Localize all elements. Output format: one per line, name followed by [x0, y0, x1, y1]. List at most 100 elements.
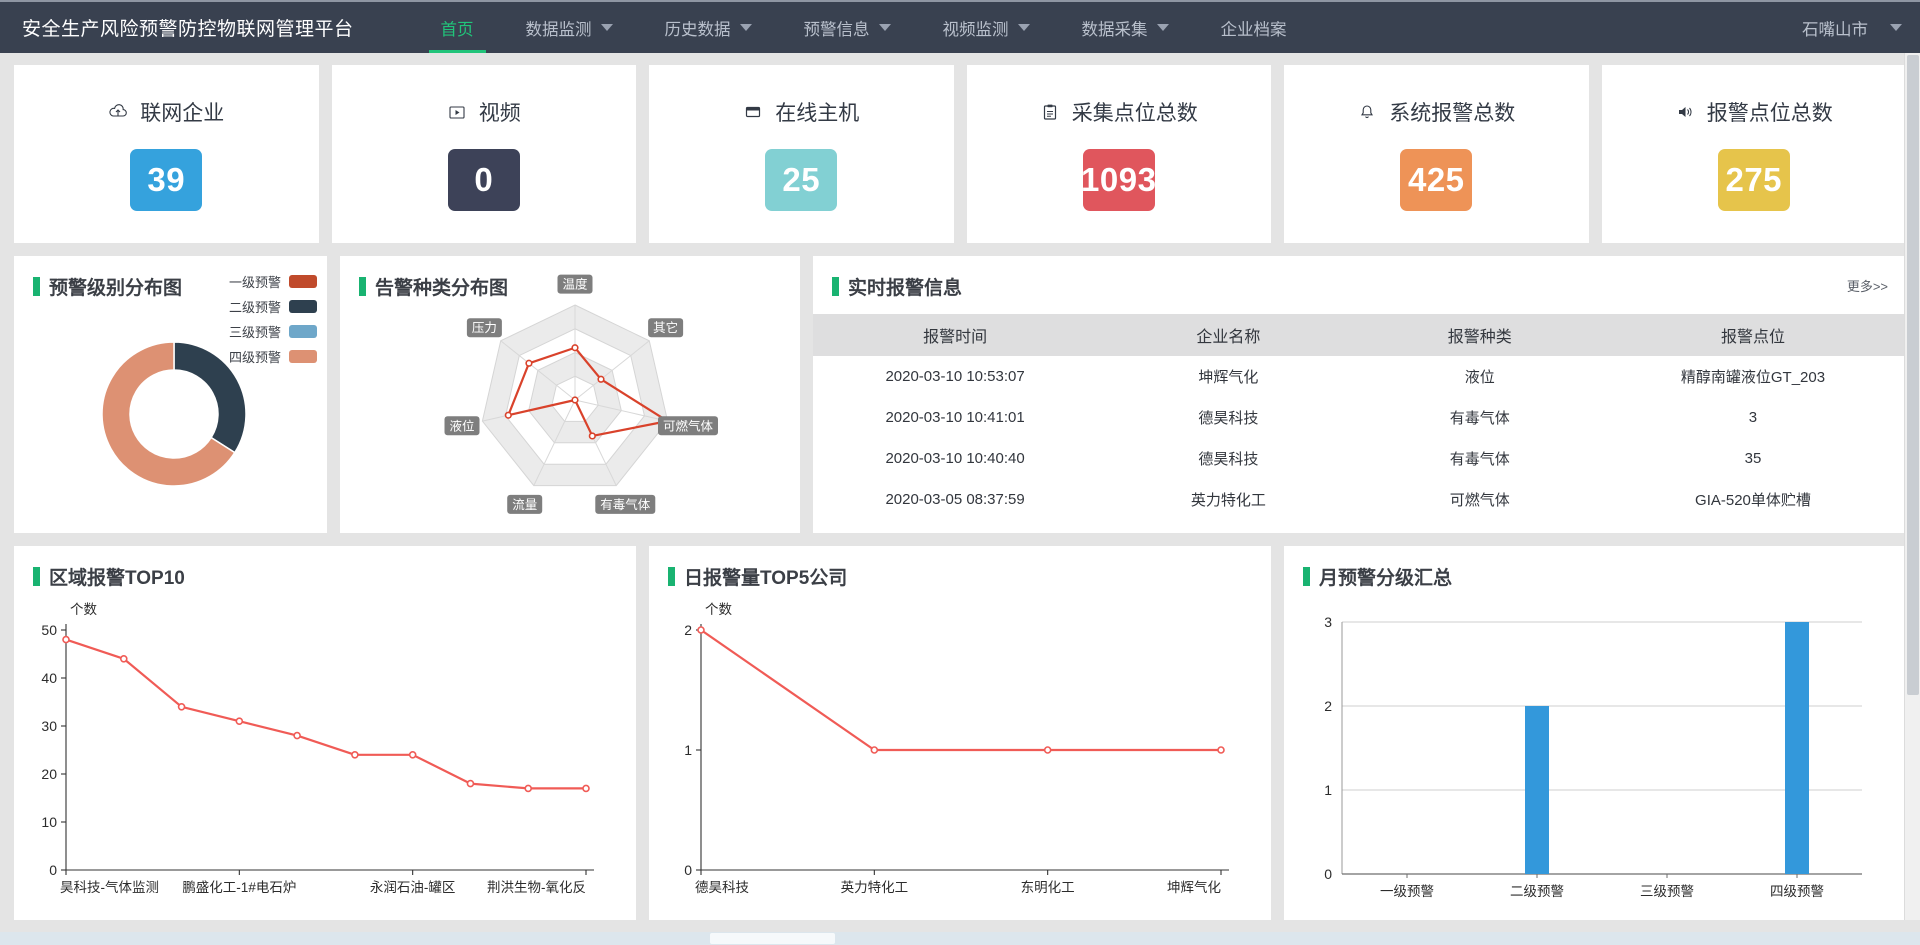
panel-title: 实时报警信息	[813, 256, 1906, 300]
svg-text:20: 20	[41, 766, 57, 782]
mid-panel-row: 预警级别分布图 一级预警 二级预警 三级预警 四级预警	[14, 256, 1906, 533]
kpi-value: 39	[130, 149, 203, 211]
svg-text:2: 2	[684, 622, 692, 638]
svg-text:温度: 温度	[562, 277, 588, 292]
svg-text:昊科技-气体监测: 昊科技-气体监测	[60, 880, 159, 895]
kpi-card-alarm-points-total[interactable]: 报警点位总数 275	[1601, 65, 1906, 243]
legend-swatch	[289, 325, 317, 338]
legend-item[interactable]: 三级预警	[229, 322, 317, 341]
chevron-down-icon	[1890, 24, 1902, 31]
panel-region-alarm-top10: 区域报警TOP10 0 10 20 30 40 50 个数 昊科技-气体监测 鹏盛化工-1#电石…	[14, 546, 636, 924]
title-accent-bar	[668, 567, 675, 586]
nav-item-label: 数据采集	[1081, 20, 1148, 39]
donut-legend: 一级预警 二级预警 三级预警 四级预警	[229, 272, 317, 366]
vertical-scrollbar[interactable]: ▲ ▼	[1904, 53, 1920, 933]
panel-title: 日报警量TOP5公司	[649, 546, 1271, 590]
nav-item-label: 预警信息	[803, 20, 870, 39]
cell-enterprise: 德昊科技	[1198, 410, 1259, 427]
kpi-card-video[interactable]: 视频 0	[331, 65, 636, 243]
cell-enterprise: 英力特化工	[1190, 492, 1266, 509]
donut-chart[interactable]	[94, 334, 254, 499]
chevron-down-icon	[878, 24, 891, 31]
kpi-card-online-hosts[interactable]: 在线主机 25	[649, 65, 954, 243]
bell-icon	[1357, 102, 1377, 122]
nav-item-home[interactable]: 首页	[428, 2, 486, 53]
table-row[interactable]: 2020-03-10 10:40:40 德昊科技 有毒气体 35	[813, 438, 1906, 479]
cell-alarm-type: 有毒气体	[1449, 410, 1510, 427]
svg-text:50: 50	[41, 622, 57, 638]
legend-label: 三级预警	[228, 325, 281, 340]
svg-text:其它: 其它	[653, 320, 678, 335]
svg-text:三级预警: 三级预警	[1640, 884, 1694, 899]
legend-label: 二级预警	[228, 300, 281, 315]
panel-alarm-type-distribution: 告警种类分布图 温度 其它 可燃气体 有毒气体 流量 液位 压力	[340, 256, 800, 533]
svg-text:40: 40	[41, 670, 57, 686]
vertical-scrollbar-thumb[interactable]	[1907, 55, 1919, 695]
nav-item-label: 视频监测	[942, 20, 1009, 39]
svg-text:四级预警: 四级预警	[1770, 884, 1824, 899]
region-top10-line-chart[interactable]: 0 10 20 30 40 50 个数 昊科技-气体监测 鹏盛化工-1#电石炉 永润石油-罐区 荆洪…	[14, 592, 636, 922]
horizontal-scrollbar-thumb[interactable]	[710, 933, 835, 944]
kpi-header: 采集点位总数	[1040, 97, 1198, 127]
radar-chart[interactable]: 温度 其它 可燃气体 有毒气体 流量 液位 压力	[425, 268, 725, 538]
nav-item-label: 数据监测	[525, 20, 592, 39]
top-navbar: 安全生产风险预警防控物联网管理平台 首页 数据监测 历史数据 预警信息 视频监测…	[0, 0, 1920, 53]
cell-alarm-point: GIA-520单体贮槽	[1695, 492, 1811, 509]
svg-text:坤辉气化: 坤辉气化	[1167, 880, 1221, 895]
table-header-row: 报警时间 企业名称 报警种类 报警点位	[813, 314, 1906, 356]
daily-top5-line-chart[interactable]: 0 1 2 个数 德昊科技 英力特化工 东明化工 坤辉气化	[649, 592, 1271, 922]
panel-title-text: 月预警分级汇总	[1319, 568, 1453, 589]
legend-label: 四级预警	[228, 350, 281, 365]
table-row[interactable]: 2020-03-05 08:37:59 英力特化工 可燃气体 GIA-520单体…	[813, 479, 1906, 520]
title-accent-bar	[33, 567, 40, 586]
kpi-card-connected-enterprises[interactable]: 联网企业 39	[14, 65, 319, 243]
cell-enterprise: 德昊科技	[1198, 451, 1259, 468]
region-selector[interactable]: 石嘴山市	[1802, 2, 1902, 53]
svg-text:德昊科技: 德昊科技	[695, 880, 749, 895]
svg-text:0: 0	[1324, 866, 1332, 882]
panel-monthly-alarm-level-summary: 月预警分级汇总 0 1 2 3 一级预警 二级预警 三级预警 四级预警	[1284, 546, 1906, 924]
more-link[interactable]: 更多>>	[1846, 279, 1888, 294]
table-row[interactable]: 2020-03-10 10:53:07 坤辉气化 液位 精醇南罐液位GT_203	[813, 356, 1906, 397]
nav-item-data-monitor[interactable]: 数据监测	[514, 2, 625, 53]
column-header-alarm-point: 报警点位	[1599, 314, 1906, 356]
nav-item-enterprise-archive[interactable]: 企业档案	[1209, 2, 1299, 53]
kpi-header: 报警点位总数	[1675, 97, 1833, 127]
chevron-down-icon	[1156, 24, 1169, 31]
bottom-strip	[0, 920, 1920, 932]
nav-item-data-collection[interactable]: 数据采集	[1070, 2, 1181, 53]
panel-title-text: 日报警量TOP5公司	[684, 568, 848, 589]
svg-text:一级预警: 一级预警	[1380, 884, 1434, 899]
title-accent-bar	[832, 277, 839, 296]
panel-title-text: 预警级别分布图	[49, 278, 183, 299]
kpi-value: 1093	[1081, 149, 1156, 211]
kpi-card-row: 联网企业 39 视频 0 在线主机 25	[14, 65, 1906, 243]
kpi-label: 报警点位总数	[1706, 102, 1833, 125]
panel-realtime-alarm-info: 实时报警信息 更多>> 报警时间 企业名称 报警种类 报警点位 2020-03-…	[813, 256, 1906, 533]
kpi-label: 在线主机	[775, 102, 860, 125]
nav-item-history-data[interactable]: 历史数据	[653, 2, 764, 53]
monthly-level-bar-chart[interactable]: 0 1 2 3 一级预警 二级预警 三级预警 四级预警	[1284, 592, 1906, 922]
cell-alarm-point: 3	[1748, 409, 1758, 426]
legend-item[interactable]: 一级预警	[229, 272, 317, 291]
svg-text:10: 10	[41, 814, 57, 830]
horizontal-scrollbar[interactable]	[0, 932, 1920, 945]
panel-alarm-level-distribution: 预警级别分布图 一级预警 二级预警 三级预警 四级预警	[14, 256, 327, 533]
main-nav: 首页 数据监测 历史数据 预警信息 视频监测 数据采集 企业档案	[428, 2, 1299, 53]
nav-item-video-monitor[interactable]: 视频监测	[931, 2, 1042, 53]
title-accent-bar	[1303, 567, 1310, 586]
kpi-card-collection-points-total[interactable]: 采集点位总数 1093	[966, 65, 1271, 243]
svg-text:东明化工: 东明化工	[1021, 880, 1075, 895]
kpi-header: 在线主机	[743, 97, 859, 127]
nav-item-alarm-info[interactable]: 预警信息	[792, 2, 903, 53]
column-header-alarm-type: 报警种类	[1359, 314, 1600, 356]
kpi-card-system-alarms-total[interactable]: 系统报警总数 425	[1284, 65, 1589, 243]
cell-enterprise: 坤辉气化	[1198, 369, 1259, 386]
svg-text:1: 1	[684, 742, 692, 758]
legend-item[interactable]: 二级预警	[229, 297, 317, 316]
svg-text:液位: 液位	[449, 418, 474, 433]
legend-item[interactable]: 四级预警	[229, 347, 317, 366]
svg-text:荆洪生物-氧化反: 荆洪生物-氧化反	[487, 880, 586, 895]
kpi-header: 系统报警总数	[1357, 97, 1515, 127]
table-row[interactable]: 2020-03-10 10:41:01 德昊科技 有毒气体 3	[813, 397, 1906, 438]
